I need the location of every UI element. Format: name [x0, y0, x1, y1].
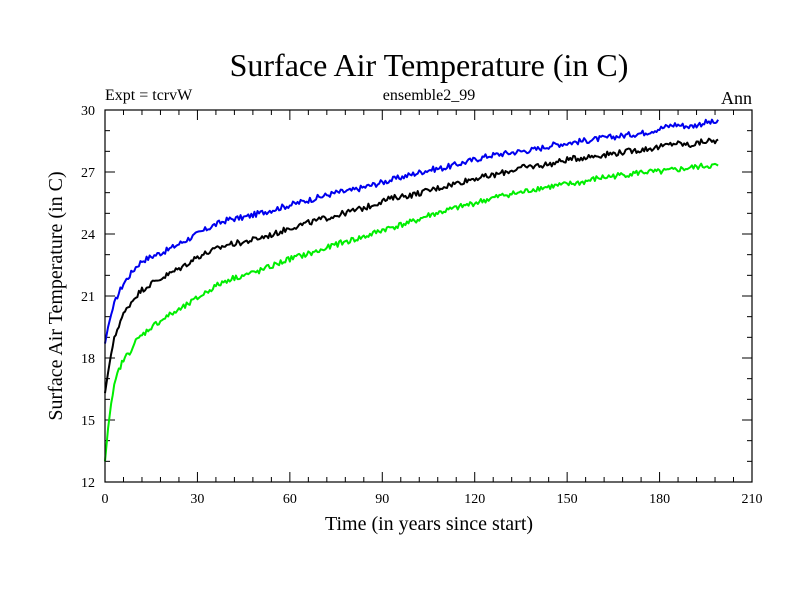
y-tick-label: 21 [81, 290, 95, 305]
x-tick-label: 180 [649, 492, 670, 507]
y-tick-label: 24 [81, 228, 95, 243]
y-tick-label: 12 [81, 476, 95, 491]
x-tick-label: 60 [283, 492, 297, 507]
subtitle-center: ensemble2_99 [383, 87, 475, 104]
series-group [104, 118, 719, 462]
y-axis-label: Surface Air Temperature (in C) [45, 171, 67, 420]
x-tick-label: 120 [464, 492, 485, 507]
x-tick-label: 30 [190, 492, 204, 507]
subtitle-left: Expt = tcrvW [105, 87, 193, 104]
y-tick-label: 18 [81, 352, 95, 367]
x-tick-label: 150 [557, 492, 578, 507]
y-tick-label: 15 [81, 414, 95, 429]
series-line-upper [104, 118, 719, 344]
x-tick-label: 210 [742, 492, 763, 507]
series-line-lower [104, 162, 719, 462]
plot-frame [104, 109, 753, 483]
x-tick-label: 90 [375, 492, 389, 507]
series-line-mean [104, 137, 719, 394]
axis-ticks: 0 30 60 90 120 150 180 210 12 15 18 21 24 27 30 [81, 104, 763, 507]
subtitle-right: Ann [721, 88, 752, 108]
x-axis-label: Time (in years since start) [325, 513, 533, 535]
x-tick-label: 0 [102, 492, 109, 507]
y-tick-label: 27 [81, 166, 95, 181]
y-tick-label: 30 [81, 104, 95, 119]
chart-title: Surface Air Temperature (in C) [230, 47, 629, 83]
